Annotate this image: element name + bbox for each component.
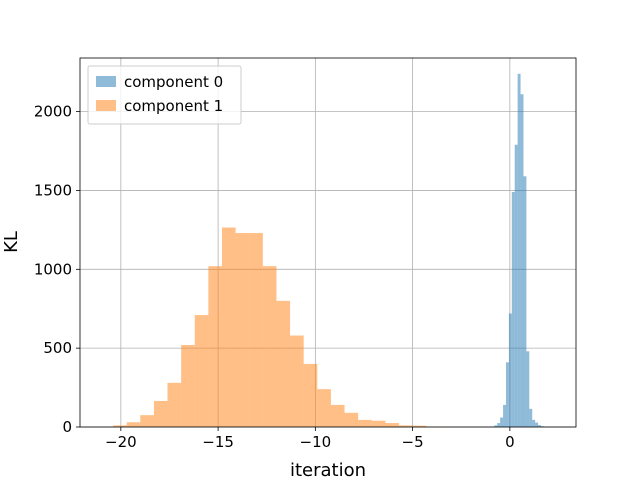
axis-ticks: −20 −15 −10 −5 0 0 500 1000 1500 2000 [34, 103, 515, 451]
y-tick-label: 2000 [34, 103, 72, 121]
histogram-bar [514, 144, 518, 427]
x-tick-label: −10 [300, 433, 332, 451]
histogram-bar [126, 422, 141, 427]
histogram-bar [290, 335, 304, 427]
histogram-bar [235, 233, 250, 427]
histogram-bar [208, 266, 222, 427]
histogram-bar [371, 420, 386, 427]
series-1-bars [113, 227, 468, 427]
histogram-bar [221, 227, 236, 427]
y-tick-label: 500 [43, 339, 72, 357]
histogram-bar [503, 404, 506, 427]
histogram-bar [153, 400, 168, 427]
y-tick-label: 1500 [34, 181, 72, 199]
x-axis-label: iteration [290, 460, 366, 480]
legend-box [87, 65, 242, 125]
histogram-bar [276, 300, 291, 427]
histogram-bar [398, 425, 413, 427]
histogram-bar [181, 345, 195, 427]
legend-label: component 1 [124, 97, 223, 115]
x-tick-label: −15 [202, 433, 234, 451]
histogram-bar [538, 425, 541, 427]
histogram-bar [412, 425, 427, 427]
histogram-bar [262, 266, 277, 427]
histogram-bar [385, 423, 399, 427]
histogram-bar [358, 419, 372, 427]
histogram-bar [505, 362, 509, 427]
histogram-bar [500, 417, 504, 427]
histogram-bar [113, 425, 127, 427]
histogram-bar [517, 73, 521, 428]
histogram-bar [526, 351, 530, 427]
y-tick-label: 0 [62, 418, 72, 436]
plot-frame [79, 57, 577, 428]
histogram-bar [194, 315, 209, 427]
y-tick-label: 1000 [34, 260, 72, 278]
x-tick-label: 0 [505, 433, 515, 451]
histogram-bars [113, 73, 550, 428]
y-axis-label: KL [1, 231, 22, 253]
histogram-bar [523, 176, 527, 427]
histogram-bar [140, 415, 154, 427]
histogram-bar [344, 412, 359, 427]
histogram-bar [508, 313, 512, 427]
histogram-bar [529, 408, 533, 427]
legend-swatch [96, 76, 116, 87]
histogram-bar [497, 423, 501, 427]
histogram-bar [167, 382, 182, 427]
histogram-bar [249, 233, 263, 427]
histogram-bar [511, 192, 515, 427]
histogram-bar [317, 389, 331, 427]
series-0-bars [491, 73, 550, 428]
histogram-bar [494, 425, 498, 427]
histogram-bar [520, 94, 524, 428]
histogram-bar [330, 404, 345, 427]
x-tick-label: −5 [402, 433, 424, 451]
x-tick-label: −20 [105, 433, 137, 451]
legend-swatch [96, 100, 116, 111]
histogram-bar [535, 422, 539, 427]
legend-label: component 0 [124, 73, 223, 91]
histogram-bar [532, 419, 536, 427]
legend: component 0 component 1 [87, 65, 242, 125]
histogram-bar [303, 363, 318, 427]
